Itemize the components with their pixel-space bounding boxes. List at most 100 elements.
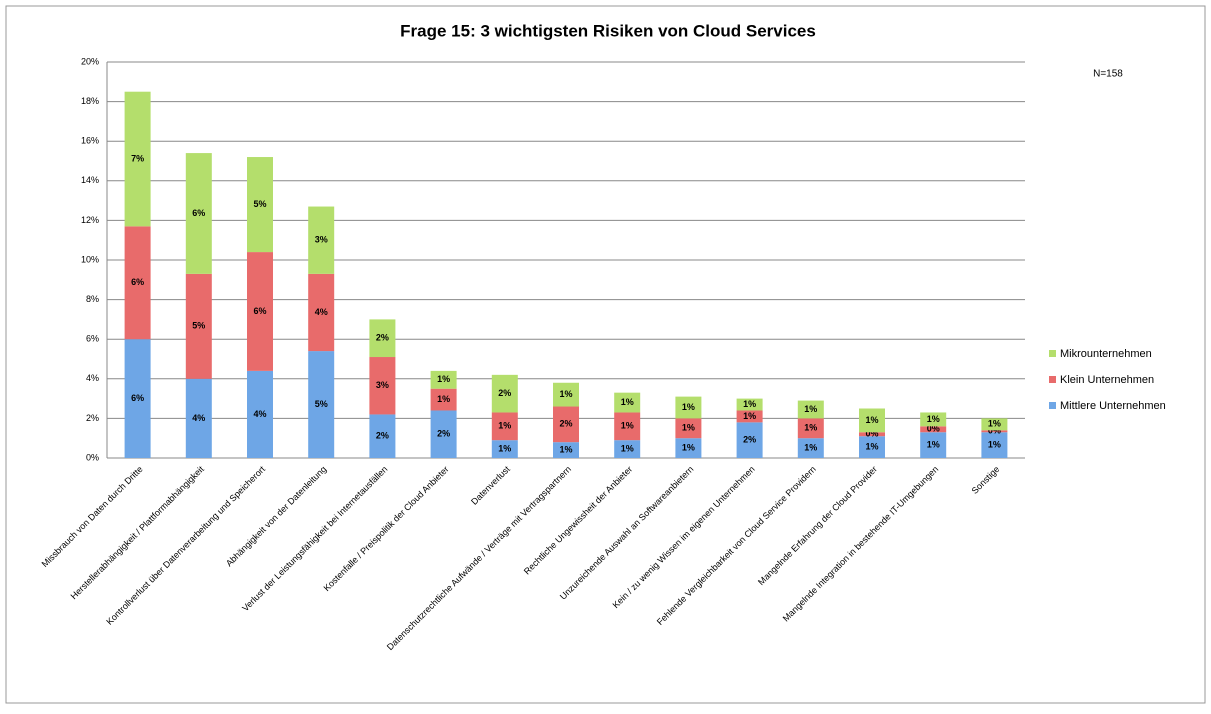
y-tick-label: 0% xyxy=(86,452,99,462)
y-tick-label: 4% xyxy=(86,373,99,383)
bar-segment xyxy=(675,396,702,419)
bar-segment xyxy=(920,432,947,458)
bar-segment xyxy=(247,252,273,371)
bar-segment xyxy=(185,273,212,379)
data-label: 5% xyxy=(315,399,328,409)
data-label: 1% xyxy=(621,397,634,407)
data-label: 4% xyxy=(315,307,328,317)
data-label: 2% xyxy=(437,429,450,439)
bar-segment xyxy=(430,410,457,458)
bar-segment xyxy=(308,273,335,352)
data-label: 1% xyxy=(682,423,695,433)
data-label: 2% xyxy=(559,419,572,429)
bar-segment xyxy=(675,438,702,458)
bar-segment xyxy=(981,432,1008,458)
data-label: 6% xyxy=(131,277,144,287)
bar-segment xyxy=(430,388,457,411)
data-label: 1% xyxy=(743,411,756,421)
data-label: 7% xyxy=(131,153,144,163)
bar-segment xyxy=(553,442,579,458)
legend-swatch xyxy=(1049,350,1056,357)
y-tick-label: 18% xyxy=(81,96,99,106)
data-label: 1% xyxy=(498,421,511,431)
data-label: 1% xyxy=(804,423,817,433)
data-label: 1% xyxy=(927,414,940,424)
y-tick-label: 6% xyxy=(86,334,99,344)
data-label: 1% xyxy=(927,440,940,450)
data-label: 3% xyxy=(315,235,328,245)
data-label: 1% xyxy=(682,442,695,452)
bar-segment xyxy=(797,438,824,458)
data-label: 2% xyxy=(743,435,756,445)
bar-segment xyxy=(553,382,579,407)
data-label: 1% xyxy=(437,374,450,384)
legend-label: Mikrounternehmen xyxy=(1060,348,1152,360)
bar-segment xyxy=(308,206,335,274)
y-tick-label: 12% xyxy=(81,215,99,225)
data-label: 6% xyxy=(253,306,266,316)
data-label: 4% xyxy=(253,409,266,419)
bar-segment xyxy=(491,440,518,458)
data-label: 0% xyxy=(988,426,1001,436)
bar-segment xyxy=(797,400,824,419)
data-label: 1% xyxy=(437,394,450,404)
data-label: 6% xyxy=(192,208,205,218)
data-label: 5% xyxy=(253,199,266,209)
data-label: 1% xyxy=(988,440,1001,450)
bar-segment xyxy=(308,351,335,458)
bar-segment xyxy=(736,422,763,458)
y-tick-label: 10% xyxy=(81,254,99,264)
data-label: 2% xyxy=(498,388,511,398)
bar-segment xyxy=(614,412,641,441)
bar-segment xyxy=(185,378,212,458)
data-label: 1% xyxy=(865,415,878,425)
bar-segment xyxy=(614,392,641,413)
bar-segment xyxy=(124,339,151,458)
bar-segment xyxy=(491,412,518,441)
data-label: 1% xyxy=(804,404,817,414)
bar-segment xyxy=(553,406,579,443)
y-tick-label: 8% xyxy=(86,294,99,304)
data-label: 1% xyxy=(621,421,634,431)
data-label: 1% xyxy=(865,441,878,451)
bar-segment xyxy=(185,153,212,274)
y-tick-label: 14% xyxy=(81,175,99,185)
bar-segment xyxy=(981,430,1008,433)
data-label: 3% xyxy=(376,380,389,390)
bar-segment xyxy=(797,418,824,439)
legend-swatch xyxy=(1049,402,1056,409)
bar-segment xyxy=(859,432,885,437)
data-label: 1% xyxy=(682,402,695,412)
bar-segment xyxy=(247,157,273,253)
bar-segment xyxy=(247,370,273,458)
data-label: 5% xyxy=(192,321,205,331)
bar-segment xyxy=(369,319,396,358)
data-label: 1% xyxy=(559,444,572,454)
bar-segment xyxy=(920,412,947,427)
data-label: 1% xyxy=(804,442,817,452)
data-label: 2% xyxy=(376,333,389,343)
bar-segment xyxy=(614,440,641,458)
data-label: 1% xyxy=(621,443,634,453)
bar-segment xyxy=(675,418,702,439)
legend-label: Mittlere Unternehmen xyxy=(1060,400,1166,412)
bar-segment xyxy=(430,370,457,389)
legend-label: Klein Unternehmen xyxy=(1060,374,1154,386)
data-label: 1% xyxy=(498,443,511,453)
bar-segment xyxy=(369,357,396,415)
y-tick-label: 16% xyxy=(81,136,99,146)
bar-segment xyxy=(859,436,885,458)
data-label: 1% xyxy=(559,389,572,399)
bar-segment xyxy=(981,418,1008,431)
bar-segment xyxy=(369,414,396,458)
data-label: 0% xyxy=(865,429,878,439)
annotation: N=158 xyxy=(1093,69,1123,80)
bar-segment xyxy=(736,410,763,423)
bar-segment xyxy=(124,226,151,340)
y-tick-label: 20% xyxy=(81,56,99,66)
data-label: 2% xyxy=(376,431,389,441)
bar-segment xyxy=(859,408,885,433)
data-label: 6% xyxy=(131,393,144,403)
